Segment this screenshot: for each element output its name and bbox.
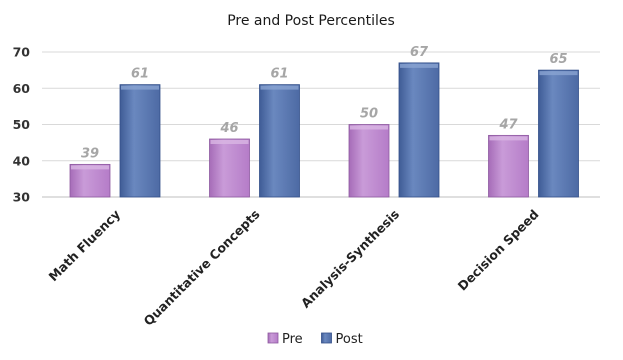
bar-post-math-fluency: [119, 84, 161, 198]
bar-top-highlight-pre-decision-speed: [489, 136, 528, 141]
data-label-post-math-fluency: 61: [131, 67, 149, 82]
legend: Pre Post: [267, 332, 363, 347]
data-label-pre-math-fluency: 39: [81, 146, 99, 161]
legend-label-post: Post: [336, 332, 363, 347]
x-tick-label-quantitative-concepts: Quantitative Concepts: [141, 207, 263, 329]
y-tick-label-30: 30: [13, 190, 31, 205]
legend-swatch-post: [321, 332, 332, 344]
bar-top-highlight-post-decision-speed: [539, 71, 578, 76]
data-label-post-decision-speed: 65: [549, 52, 567, 67]
bar-post-decision-speed: [538, 69, 579, 198]
y-tick-label-60: 60: [13, 81, 31, 96]
x-axis-ticks: Math Fluency Quantitative Concepts Analysi…: [46, 207, 542, 329]
data-label-post-analysis-synthesis: 67: [410, 45, 429, 60]
bar-top-highlight-post-math-fluency: [121, 85, 159, 90]
bar-top-highlight-pre-analysis-synthesis: [350, 125, 388, 130]
x-tick-label-decision-speed: Decision Speed: [455, 207, 542, 294]
y-tick-label-70: 70: [13, 45, 31, 60]
x-tick-label-analysis-synthesis: Analysis-Synthesis: [298, 207, 402, 311]
bar-top-highlight-pre-math-fluency: [71, 165, 109, 170]
bar-top-highlight-pre-quantitative-concepts: [210, 140, 249, 144]
bar-pre-decision-speed: [488, 134, 529, 198]
y-axis-ticks: 30 40 50 60 70: [13, 45, 31, 205]
chart-title: Pre and Post Percentiles: [227, 13, 395, 29]
legend-label-pre: Pre: [282, 332, 303, 347]
y-tick-label-40: 40: [13, 153, 31, 168]
bar-top-highlight-post-quantitative-concepts: [260, 85, 299, 90]
bar-post-quantitative-concepts: [259, 84, 300, 198]
y-tick-label-50: 50: [13, 117, 31, 132]
data-label-pre-decision-speed: 47: [498, 117, 518, 132]
data-label-post-quantitative-concepts: 61: [270, 67, 288, 82]
bars: 39 61 46 61 50 67 47 65: [69, 45, 579, 198]
bar-pre-analysis-synthesis: [348, 124, 390, 198]
bar-pre-math-fluency: [69, 163, 111, 198]
legend-swatch-pre: [267, 332, 279, 344]
data-label-pre-analysis-synthesis: 50: [360, 107, 378, 122]
bar-top-highlight-post-analysis-synthesis: [400, 63, 438, 68]
bar-post-analysis-synthesis: [398, 62, 440, 198]
x-tick-label-math-fluency: Math Fluency: [46, 207, 124, 285]
data-label-pre-quantitative-concepts: 46: [219, 121, 238, 136]
bar-pre-quantitative-concepts: [209, 138, 250, 198]
